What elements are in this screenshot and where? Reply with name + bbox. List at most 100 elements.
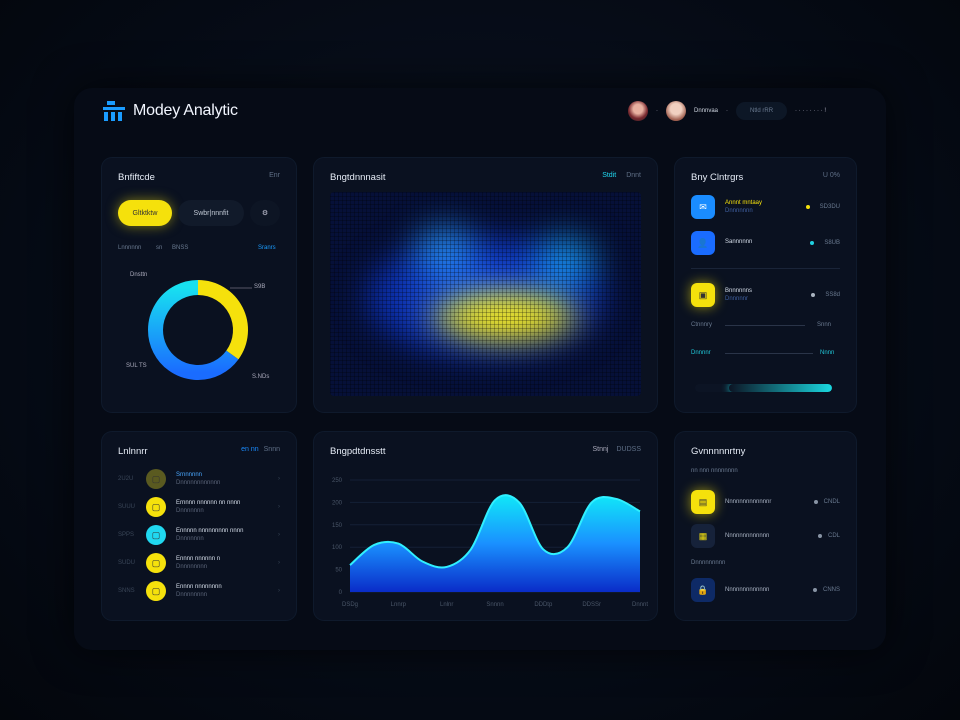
header-button[interactable]: Ntld rRR <box>736 102 788 120</box>
item-sub: Dnnnnnnn <box>176 508 204 514</box>
y-tick-label: 250 <box>332 478 343 484</box>
header-actions: · Dnnnvaa · Ntld rRR · · · · · · · · ! <box>628 101 826 121</box>
filter-icon[interactable]: ⚙ <box>250 200 280 226</box>
heatmap-card: Bngtdnnnasit Stdit Dnnt <box>314 158 657 412</box>
x-tick-label: DSDg <box>342 602 358 608</box>
item-sub: Dnnnnnnn <box>725 208 753 214</box>
chevron-right-icon: › <box>278 532 280 538</box>
item-name: Sannnnnn <box>725 239 753 245</box>
app-title: Modey Analytic <box>133 102 238 119</box>
calendar-icon: ▦ <box>691 524 715 548</box>
card-meta: en nn Snnn <box>241 446 280 453</box>
item-id: SUDU <box>118 560 136 566</box>
donut-segment[interactable] <box>148 280 239 380</box>
y-tick-label: 50 <box>335 568 342 574</box>
activity-item[interactable]: ▤ Nnnnnnnnnnnnnr CNDL <box>691 490 840 514</box>
x-tick-label: Lnnrp <box>391 602 407 608</box>
lock-icon: 🔒 <box>691 578 715 602</box>
category-item[interactable]: ✉ Annnt mntaay Dnnnnnnn SD3DU <box>691 194 840 220</box>
item-id: 2U2U <box>118 476 134 482</box>
item-id: SUUU <box>118 504 136 510</box>
chart-legend: Stnnj DUDSS <box>593 446 641 453</box>
list-item[interactable]: 2U2U ▢ Srnnnnnn Dnnnnnnnnnnnn › <box>118 468 280 490</box>
item-icon: ▢ <box>146 497 166 517</box>
x-tick-label: DDSSr <box>582 602 601 608</box>
secondary-filter-button[interactable]: Swbr|nnnfit <box>178 200 244 226</box>
card-title: Bnfiftcde <box>118 172 155 183</box>
status-dot <box>813 500 818 504</box>
slider-value: Nnnn <box>820 350 835 356</box>
tag[interactable]: Stdit <box>602 172 617 179</box>
series-line <box>349 494 641 569</box>
stat-link[interactable]: Sranrs <box>258 245 276 251</box>
subheading: nn nnn nnnnnnnn <box>691 468 738 474</box>
item-icon: ▢ <box>146 469 166 489</box>
card-title: Bny Clntrgrs <box>691 172 744 183</box>
x-tick-label: DDDtp <box>534 602 553 608</box>
item-name: Nnnnnnnnnnnnn <box>725 587 770 593</box>
chevron-right-icon: › <box>278 476 280 482</box>
item-name: Nnnnnnnnnnnnnr <box>725 499 772 505</box>
progress-fill <box>729 384 832 392</box>
slider-label: Ctnnnry <box>691 322 713 328</box>
bar-chart-logo-icon <box>103 101 125 121</box>
category-item[interactable]: 👤 Sannnnnn S8UB <box>691 230 840 256</box>
status-dot <box>817 534 822 538</box>
y-tick-label: 200 <box>332 500 343 506</box>
subheading: Dnnnnnnnnn <box>691 560 726 566</box>
folder-icon: ▣ <box>691 283 715 307</box>
category-item[interactable]: ▣ Bnnnnnns Dnnnnnr SS8d <box>691 282 840 308</box>
user-name: Dnnnvaa <box>694 108 719 114</box>
item-id: SNNS <box>118 588 135 594</box>
slider-label: Dnnnnr <box>691 350 711 356</box>
avatar[interactable] <box>628 101 648 121</box>
x-tick-label: Snnnn <box>486 602 503 608</box>
item-value: SD3DU <box>819 204 840 210</box>
chevron-right-icon: › <box>278 588 280 594</box>
item-icon: ▢ <box>146 553 166 573</box>
legend-item[interactable]: Stnnj <box>592 446 609 453</box>
list-item[interactable]: SUDU ▢ Ennnn nnnnnn n Dnnnnnnnn › <box>118 552 280 574</box>
item-name: Ennnn nnnnnnnn <box>176 584 222 590</box>
meta-label[interactable]: Snnn <box>263 446 280 453</box>
overview-card: Bnfiftcde Enr Gltktktw Swbr|nnnfit ⚙ Lnn… <box>102 158 296 412</box>
list-item[interactable]: SNNS ▢ Ennnn nnnnnnnn Dnnnnnnnn › <box>118 580 280 602</box>
activity-item[interactable]: 🔒 Nnnnnnnnnnnnn CNNS <box>691 578 840 602</box>
list-item[interactable]: SUUU ▢ Ernnnn nnnnnn nn nnnn Dnnnnnnn › <box>118 496 280 518</box>
status-dot <box>812 588 817 592</box>
donut-label: Dnsttn <box>130 272 148 278</box>
item-value: CDL <box>827 533 840 539</box>
item-sub: Dnnnnnnnn <box>176 564 208 570</box>
area-fill <box>350 495 640 592</box>
item-name: Srnnnnnn <box>176 472 203 478</box>
meta-accent[interactable]: en nn <box>241 446 259 453</box>
y-tick-label: 150 <box>332 523 343 529</box>
chart-title: Bngpdtdnsstt <box>330 446 386 457</box>
item-name: Nnnnnnnnnnnnn <box>725 533 770 539</box>
card-meta: Stdit Dnnt <box>602 172 641 179</box>
slider-track[interactable] <box>725 325 805 326</box>
item-value: S8UB <box>824 240 840 246</box>
legend-item[interactable]: DUDSS <box>616 446 641 453</box>
activity-card: Gvnnnnnrtny nn nnn nnnnnnnn Dnnnnnnnnn ▤… <box>675 432 856 620</box>
donut-label: S.NDs <box>252 374 270 380</box>
header-menu[interactable]: · · · · · · · · ! <box>795 108 827 114</box>
list-item[interactable]: SPPS ▢ Ennnnn nnnnnnnnn nnnn Dnnnnnnn › <box>118 524 280 546</box>
stat-label: BNSS <box>172 245 189 251</box>
item-name: Ennnn nnnnnn n <box>176 556 221 562</box>
user-avatar[interactable] <box>666 101 686 121</box>
item-name: Ennnnn nnnnnnnnn nnnn <box>176 528 244 534</box>
chat-icon: ✉ <box>691 195 715 219</box>
y-tick-label: 0 <box>339 590 343 596</box>
activity-item[interactable]: ▦ Nnnnnnnnnnnnn CDL <box>691 524 840 548</box>
x-tick-label: Lnlnr <box>440 602 453 608</box>
card-title: Lnlnnrr <box>118 446 148 457</box>
item-sub: Dnnnnnnn <box>176 536 204 542</box>
meta-label[interactable]: Dnnt <box>626 172 641 179</box>
card-title: Bngtdnnnasit <box>330 172 386 183</box>
active-filter-button[interactable]: Gltktktw <box>118 200 172 226</box>
app-logo[interactable]: Modey Analytic <box>103 101 238 121</box>
card-meta[interactable]: Enr <box>269 172 280 179</box>
slider-track[interactable] <box>725 353 813 354</box>
donut-segment[interactable] <box>197 280 248 360</box>
